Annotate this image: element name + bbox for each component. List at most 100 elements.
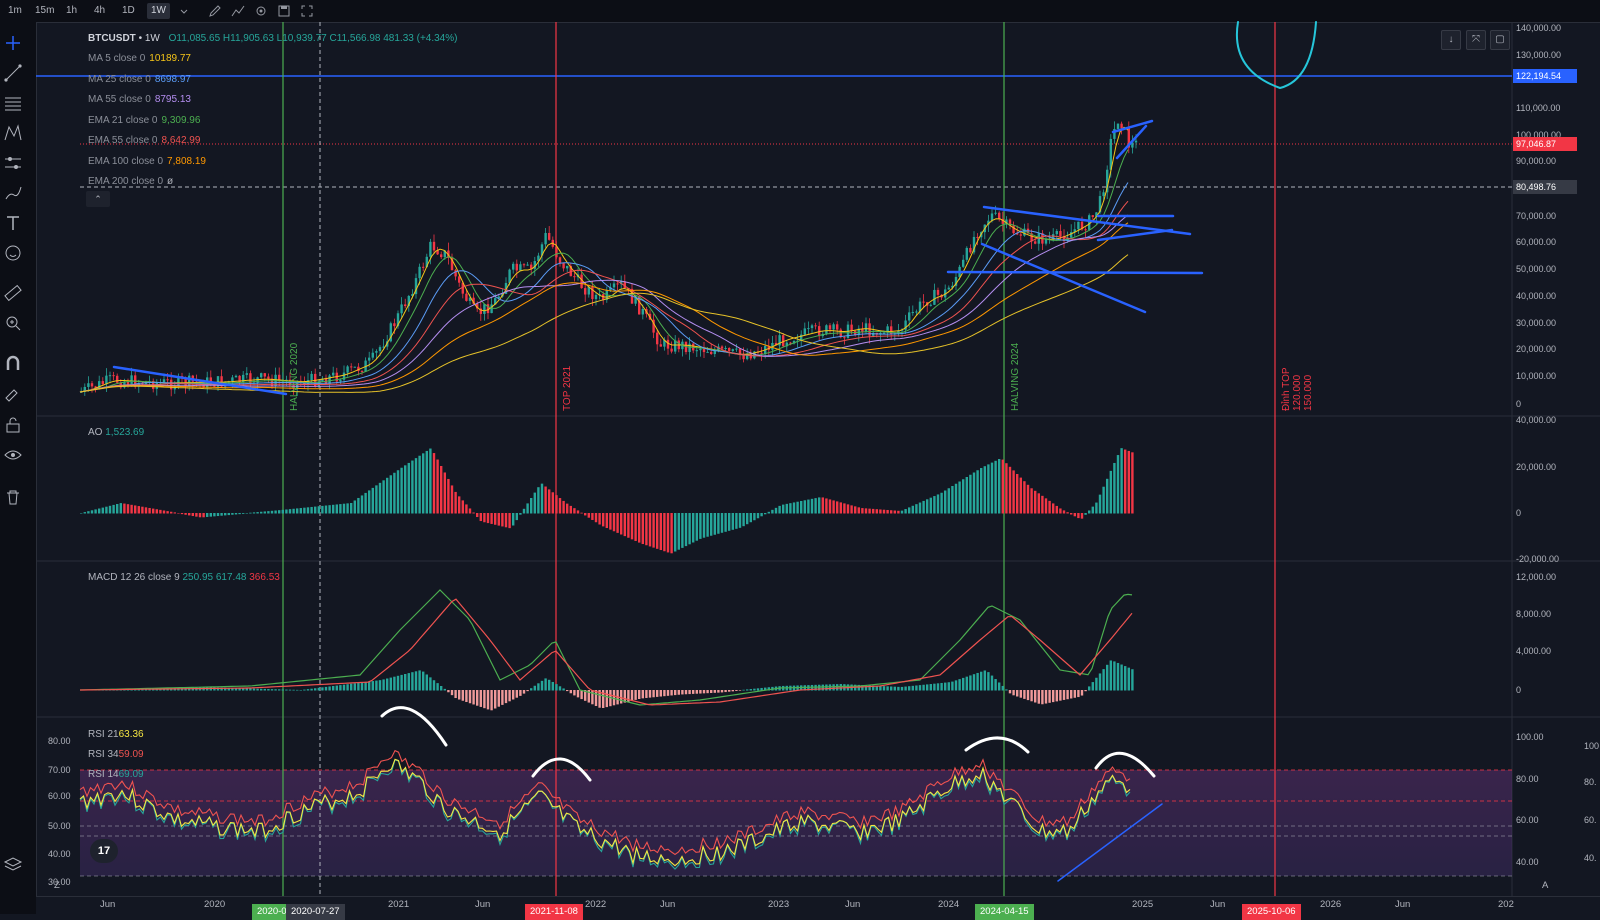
trend-line-icon[interactable] — [2, 62, 24, 84]
ao-bar — [494, 513, 497, 525]
fib-icon[interactable] — [2, 92, 24, 114]
layers-icon[interactable] — [2, 852, 24, 874]
candle-body — [623, 281, 626, 289]
ruler-icon[interactable] — [2, 282, 24, 304]
macd-legend[interactable]: MACD 12 26 close 9 250.95 617.48 366.53 — [88, 572, 280, 583]
price-axis[interactable]: 140,000.00 130,000.00 110,000.00 100,000.00… — [1516, 23, 1561, 409]
pane-options-button[interactable]: ▢ — [1490, 30, 1510, 50]
ao-bar — [803, 500, 806, 514]
candle-body — [126, 381, 130, 385]
price-axis-label: 130,000.00 — [1516, 50, 1561, 60]
ao-bar — [292, 508, 295, 514]
fullscreen-icon[interactable] — [299, 3, 315, 19]
candle-body — [612, 283, 616, 288]
ma-legend-row[interactable]: EMA 55 close 0 8,642.99 — [88, 135, 200, 146]
candle-body — [724, 348, 727, 350]
ao-bar — [512, 513, 515, 526]
forecast-icon[interactable] — [2, 152, 24, 174]
ohlc-values: O11,085.65 H11,905.63 L10,939.77 C11,566… — [168, 33, 458, 44]
ao-bar — [587, 513, 590, 518]
save-icon[interactable] — [276, 3, 292, 19]
timeframe-1d[interactable]: 1D — [122, 5, 135, 16]
pattern-icon[interactable] — [2, 122, 24, 144]
rsi-value: 63.36 — [118, 729, 144, 740]
macd-bar — [659, 690, 662, 697]
symbol-name[interactable]: BTCUSDT — [88, 33, 136, 44]
ma-legend-row[interactable]: EMA 21 close 0 9,309.96 — [88, 115, 200, 126]
vertical-event-lines[interactable] — [282, 22, 1276, 896]
candle-body — [231, 377, 234, 382]
time-axis[interactable]: Jun 2020 2021 Jun 2022 Jun 2023 Jun 2024 2025 Jun 2… — [36, 896, 1600, 915]
candle-body — [962, 259, 965, 267]
macd-bar — [465, 690, 468, 702]
timeframe-1m[interactable]: 1m — [8, 5, 22, 16]
ao-bar — [472, 512, 475, 514]
zoom-z-label[interactable]: Z — [54, 880, 60, 891]
ao-bar — [166, 511, 169, 514]
ao-bar — [108, 505, 112, 514]
brush-icon[interactable] — [2, 182, 24, 204]
macd-bar — [605, 690, 608, 708]
scroll-down-button[interactable]: ↓ — [1441, 30, 1461, 50]
top-target-label: Đỉnh TOP — [1280, 367, 1292, 411]
crosshair-icon[interactable] — [2, 32, 24, 54]
rsi-legend-row[interactable]: RSI 3459.09 — [88, 749, 144, 760]
eye-icon[interactable] — [2, 444, 24, 466]
macd-bar — [861, 685, 864, 691]
ao-bar — [1066, 512, 1069, 514]
pencil-icon[interactable] — [207, 3, 223, 19]
ma-legend-row[interactable]: MA 55 close 0 8795.13 — [88, 94, 191, 105]
ao-bar — [1073, 513, 1076, 517]
macd-bar — [339, 685, 342, 691]
timeframe-15m[interactable]: 15m — [35, 5, 55, 16]
ao-bar — [936, 494, 940, 514]
collapse-legend-button[interactable]: ⌃ — [86, 191, 110, 207]
lock-icon[interactable] — [2, 414, 24, 436]
candle-body — [321, 378, 324, 382]
user-trendlines[interactable] — [112, 119, 1204, 882]
settings-icon[interactable] — [253, 3, 269, 19]
tradingview-logo[interactable]: 17 — [90, 839, 118, 863]
macd-bar — [936, 683, 940, 691]
ao-legend[interactable]: AO 1,523.69 — [88, 427, 145, 438]
zoom-icon[interactable] — [2, 312, 24, 334]
text-icon[interactable] — [2, 212, 24, 234]
ao-bar — [674, 513, 677, 552]
candle-body — [472, 297, 475, 304]
timeframe-1w[interactable]: 1W — [147, 3, 170, 19]
ao-bar — [926, 499, 929, 514]
timeframe-1h[interactable]: 1h — [66, 5, 78, 16]
ao-bar — [1098, 494, 1102, 514]
trash-icon[interactable] — [2, 486, 24, 508]
symbol-legend[interactable]: BTCUSDT • 1W O11,085.65 H11,905.63 L10,9… — [88, 33, 458, 44]
rsi-axis-left-label: 30.00 — [48, 877, 71, 887]
candle-body — [526, 264, 529, 266]
maximize-pane-button[interactable]: ⤧ — [1466, 30, 1486, 50]
candle-body — [929, 304, 932, 306]
ao-bar — [177, 513, 180, 514]
chevron-down-icon[interactable] — [176, 3, 192, 19]
magnet-icon[interactable] — [2, 352, 24, 374]
auto-scale-label[interactable]: A — [1542, 880, 1549, 891]
candle-body — [1016, 233, 1019, 235]
macd-bar — [879, 685, 882, 691]
macd-bar — [404, 674, 407, 691]
rsi-legend-row[interactable]: RSI 1469.09 — [88, 769, 144, 780]
candle-body — [699, 348, 702, 351]
lock-drawing-icon[interactable] — [2, 382, 24, 404]
candle-body — [548, 232, 551, 240]
candle-body — [800, 334, 803, 341]
indicators-icon[interactable] — [230, 3, 246, 19]
timeframe-4h[interactable]: 4h — [94, 5, 106, 16]
ma-legend-row[interactable]: EMA 100 close 0 7,808.19 — [88, 156, 206, 167]
rsi-legend-row[interactable]: RSI 2163.36 — [88, 729, 144, 740]
candle-body — [828, 325, 832, 330]
ao-bar — [857, 507, 860, 514]
ma-legend-row[interactable]: MA 25 close 0 8698.97 — [88, 74, 191, 85]
ao-bar — [148, 507, 151, 514]
emoji-icon[interactable] — [2, 242, 24, 264]
ma-legend-row[interactable]: MA 5 close 0 10189.77 — [88, 53, 191, 64]
macd-bar — [303, 689, 306, 691]
